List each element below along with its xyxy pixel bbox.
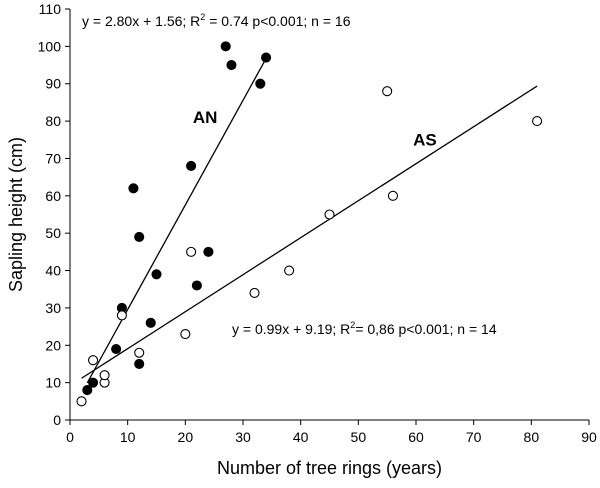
y-tick-label: 0: [53, 412, 61, 428]
point-as: [382, 86, 393, 97]
equation-an-suffix: = 0.74 p<0.001; n = 16: [205, 13, 350, 29]
y-tick-label: 60: [45, 188, 61, 204]
x-tick-label: 20: [178, 429, 194, 445]
x-tick-label: 30: [235, 429, 251, 445]
y-tick-label: 20: [45, 337, 61, 353]
point-an: [134, 358, 145, 370]
point-an: [88, 377, 99, 388]
equation-as-suffix: = 0,86 p<0.001; n = 14: [355, 321, 497, 337]
point-as: [186, 246, 197, 257]
point-an: [128, 183, 139, 194]
x-tick-label: 40: [293, 429, 309, 445]
x-tick-label: 90: [581, 429, 597, 445]
point-as: [387, 190, 398, 201]
equation-as: y = 0.99x + 9.19; R2= 0,86 p<0.001; n = …: [232, 320, 497, 337]
y-tick-label: 50: [45, 225, 61, 241]
regression-line-an: [86, 58, 267, 384]
point-an: [255, 78, 266, 89]
y-tick-label: 100: [38, 38, 62, 54]
point-as: [324, 209, 335, 220]
y-tick-label: 80: [45, 113, 61, 129]
ticks: 0 10 20 30 40 50 60 70 80 90 0 10 20 30 40 50 60 70 80 90 10…: [38, 1, 597, 445]
y-tick-label: 90: [45, 76, 61, 92]
regression-line-as: [81, 85, 538, 379]
point-as: [134, 347, 145, 358]
point-as: [116, 310, 127, 321]
point-an: [191, 280, 202, 291]
x-tick-label: 60: [408, 429, 424, 445]
x-tick-label: 70: [466, 429, 482, 445]
equation-an: y = 2.80x + 1.56; R2 = 0.74 p<0.001; n =…: [82, 12, 351, 29]
point-an: [226, 59, 237, 71]
y-tick-label: 10: [45, 375, 61, 391]
point-as: [532, 116, 543, 127]
equation-as-superscript: 2: [350, 320, 355, 330]
point-an: [261, 52, 272, 63]
point-as: [88, 355, 99, 366]
point-an: [151, 269, 162, 280]
point-as: [180, 329, 191, 340]
point-as: [284, 265, 295, 276]
data-points: [76, 41, 543, 407]
y-tick-label: 110: [39, 1, 62, 17]
y-axis-title: Sapling height (cm): [6, 137, 26, 292]
point-an: [134, 231, 145, 242]
point-as: [249, 287, 260, 299]
point-an: [220, 41, 231, 52]
point-an: [186, 160, 197, 171]
y-tick-label: 30: [45, 300, 61, 316]
point-an: [111, 343, 122, 355]
equation-an-superscript: 2: [200, 12, 205, 22]
point-an: [203, 246, 214, 257]
point-as: [99, 370, 110, 381]
y-tick-label: 40: [45, 263, 61, 279]
fit-lines: [81, 58, 538, 384]
series-label-an: AN: [193, 108, 218, 127]
equation-an-prefix: y = 2.80x + 1.56; R: [82, 13, 200, 29]
x-tick-label: 80: [524, 429, 540, 445]
x-tick-label: 50: [351, 429, 367, 445]
point-an: [145, 317, 156, 328]
x-axis-title: Number of tree rings (years): [217, 458, 442, 478]
axes: [69, 9, 589, 421]
point-an: [82, 385, 93, 396]
equation-as-prefix: y = 0.99x + 9.19; R: [232, 321, 350, 337]
x-tick-label: 0: [66, 429, 74, 445]
point-as: [76, 396, 87, 407]
series-label-as: AS: [413, 130, 437, 149]
x-tick-label: 10: [120, 429, 136, 445]
y-tick-label: 70: [45, 150, 61, 166]
